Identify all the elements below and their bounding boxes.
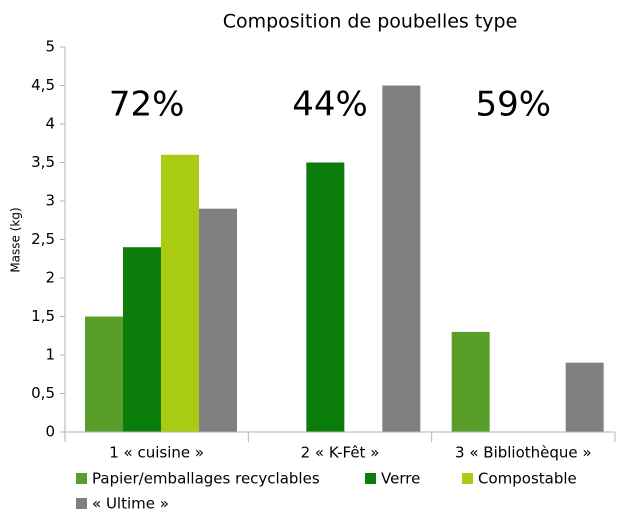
- y-tick-label: 1: [45, 346, 55, 364]
- bar: [306, 162, 345, 432]
- y-tick-label: 2: [45, 269, 55, 287]
- x-tick-label: 3 « Bibliothèque »: [455, 444, 592, 462]
- y-tick-label: 1,5: [31, 307, 55, 325]
- y-tick-label: 3,5: [31, 153, 55, 171]
- chart-title: Composition de poubelles type: [223, 11, 518, 33]
- bar: [161, 154, 199, 433]
- legend-label: Compostable: [478, 470, 577, 488]
- bar: [85, 316, 123, 432]
- legend-swatch: [76, 498, 87, 509]
- bar: [565, 362, 604, 432]
- y-tick-label: 0: [45, 423, 55, 441]
- y-tick-label: 2,5: [31, 230, 55, 248]
- y-axis-label: Masse (kg): [9, 207, 23, 272]
- legend-label: « Ultime »: [92, 495, 169, 513]
- bar: [382, 85, 421, 432]
- legend-label: Verre: [381, 470, 420, 488]
- legend-swatch: [76, 473, 87, 484]
- annotation: 44%: [292, 85, 368, 125]
- y-tick-label: 4: [45, 115, 55, 133]
- annotation: 59%: [476, 85, 552, 125]
- annotation: 72%: [109, 85, 185, 125]
- y-tick-label: 0,5: [31, 384, 55, 402]
- bar: [123, 247, 161, 432]
- y-tick-label: 4,5: [31, 76, 55, 94]
- bar: [451, 331, 490, 432]
- x-tick-label: 1 « cuisine »: [109, 444, 204, 462]
- legend-label: Papier/emballages recyclables: [92, 470, 320, 488]
- y-tick-label: 3: [45, 192, 55, 210]
- y-tick-label: 5: [45, 38, 55, 56]
- legend-swatch: [462, 473, 473, 484]
- legend-swatch: [365, 473, 376, 484]
- bar: [199, 208, 237, 432]
- x-tick-label: 2 « K-Fêt »: [301, 444, 380, 462]
